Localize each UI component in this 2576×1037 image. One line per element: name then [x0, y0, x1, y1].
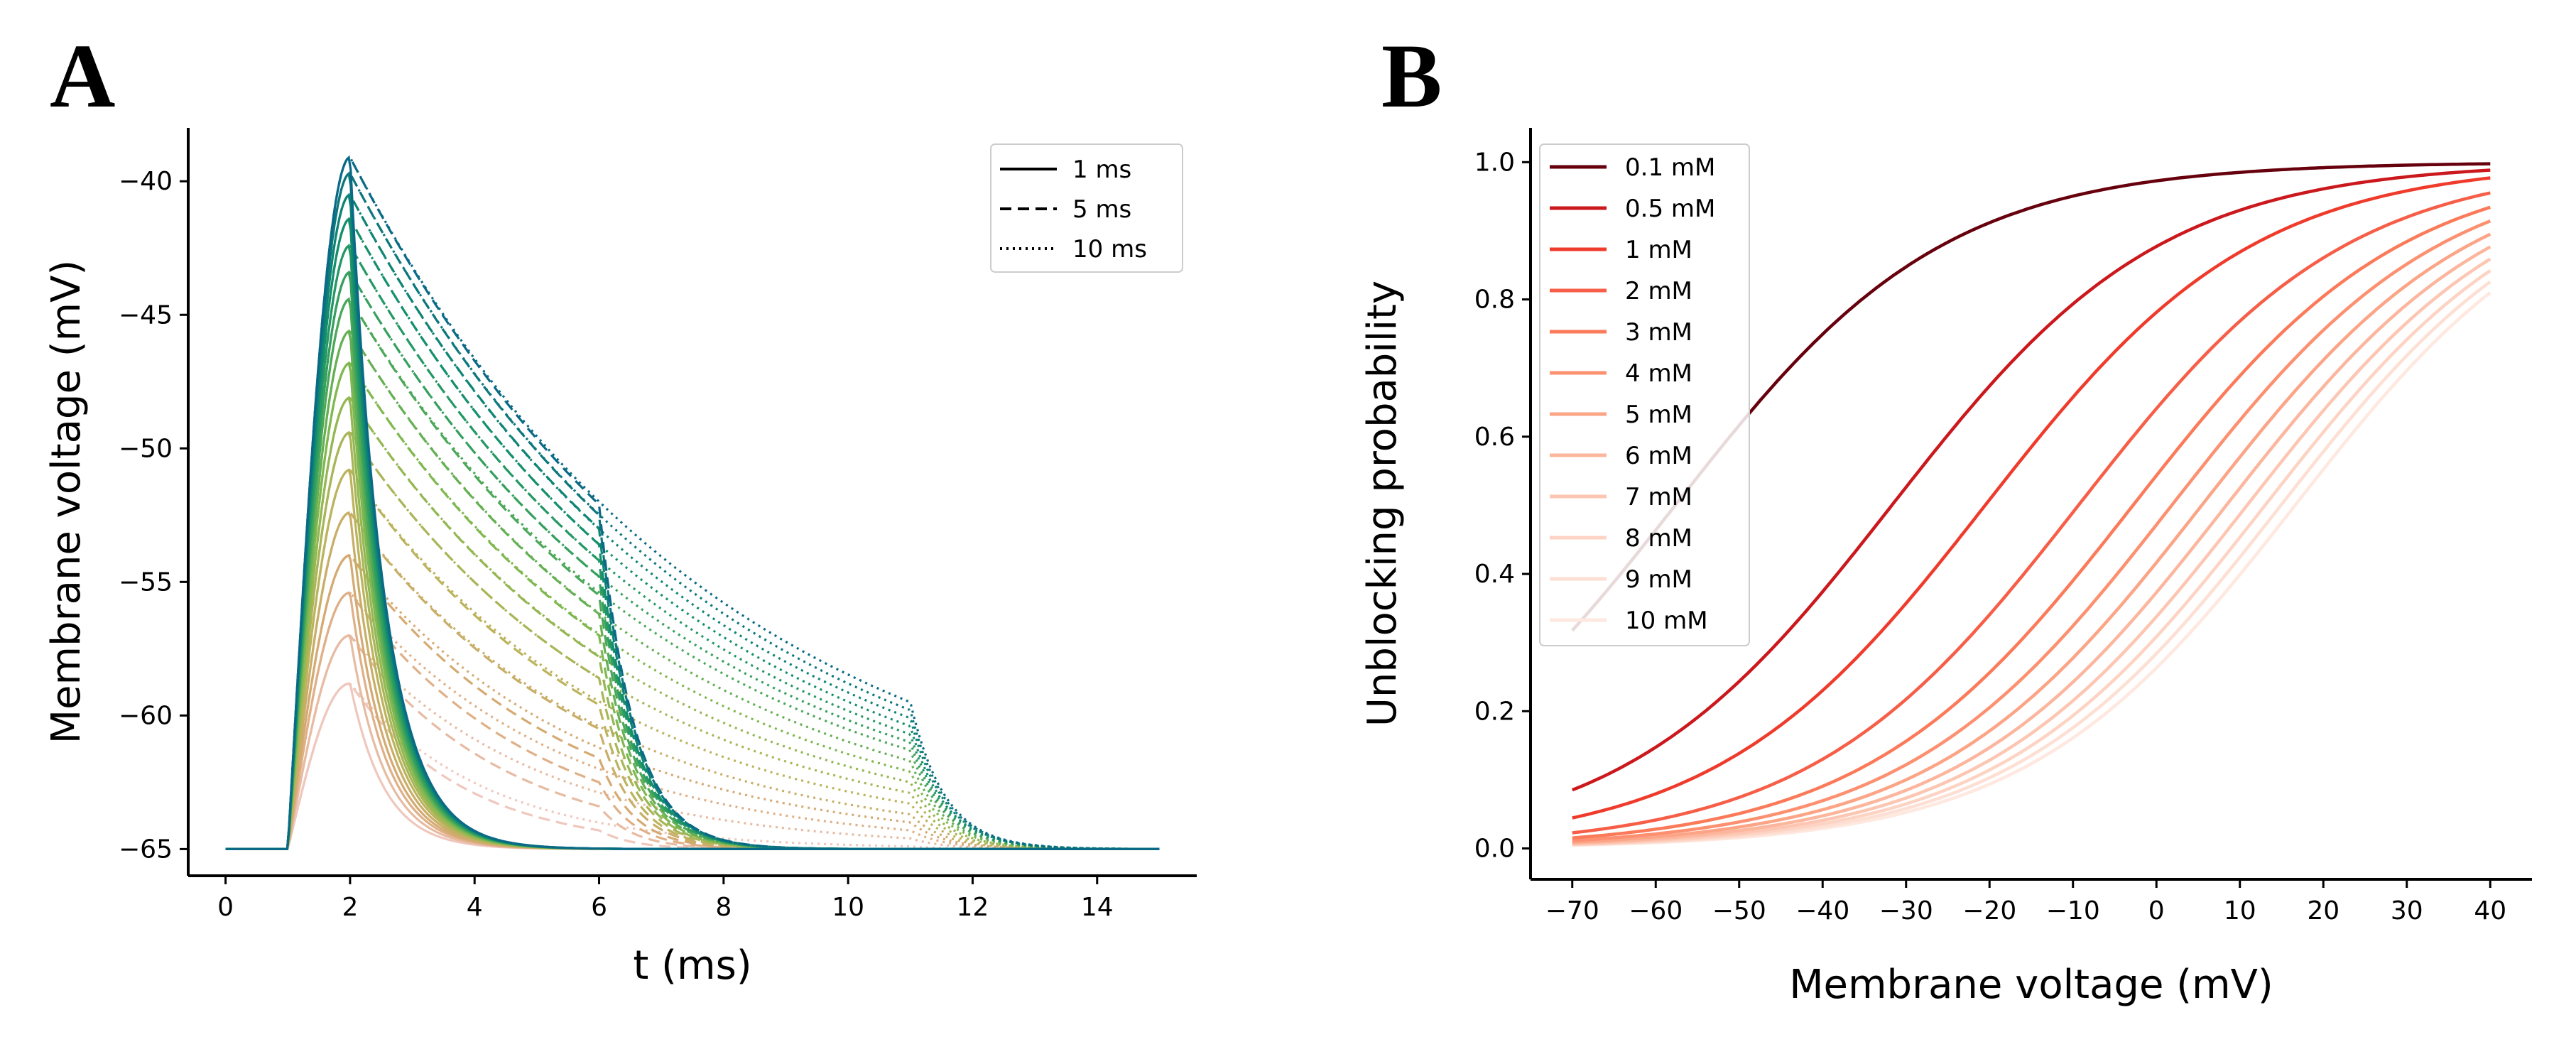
a-legend: 1 ms 5 ms 10 ms [990, 143, 1183, 273]
a-y-tick-label: −40 [119, 167, 173, 196]
a-legend-frame [990, 143, 1183, 273]
b-x-tick-label: −70 [1545, 896, 1599, 925]
a-series-5ms-1 [225, 682, 1160, 850]
b-y-tick-label: 0.6 [1474, 423, 1515, 452]
a-series-1ms-17 [225, 155, 1160, 850]
a-x-tick-label: 8 [715, 893, 732, 922]
a-series-5ms-7 [225, 431, 1160, 850]
b-y-tick-label: 0.8 [1474, 286, 1515, 315]
b-series-8-mM [1572, 269, 2491, 847]
b-x-tick-label: −20 [1962, 896, 2016, 925]
b-legend-label: 10 mM [1625, 607, 1708, 635]
b-x-tick-label: 20 [2307, 896, 2339, 925]
b-legend-label: 8 mM [1625, 524, 1692, 553]
a-x-tick-label: 14 [1081, 893, 1114, 922]
a-series-10ms-3 [225, 591, 1160, 850]
a-y-tick-label: −65 [119, 835, 173, 864]
b-legend-label: 9 mM [1625, 565, 1692, 594]
a-x-tick-label: 6 [591, 893, 607, 922]
b-legend-label: 4 mM [1625, 359, 1692, 388]
b-legend-label: 1 mM [1625, 236, 1692, 264]
panel-a-chart: 0 2 4 6 8 10 12 14 −65 −60 −55 −50 −45 −40 t (ms) Membr… [43, 128, 1197, 989]
panel-letter-b: B [1381, 26, 1442, 126]
b-legend-label: 5 mM [1625, 401, 1692, 429]
b-y-tick-label: 0.4 [1474, 560, 1515, 589]
a-series-5ms-10 [225, 330, 1160, 850]
a-y-tick-label: −50 [119, 434, 173, 463]
b-x-tick-label: −60 [1629, 896, 1683, 925]
b-legend-label: 6 mM [1625, 442, 1692, 470]
a-x-tick-label: 12 [957, 893, 989, 922]
b-legend-label: 3 mM [1625, 318, 1692, 347]
b-series-7-mM [1572, 257, 2491, 846]
b-y-axis-label: Unblocking probability [1359, 281, 1406, 727]
a-series-10ms-14 [225, 217, 1160, 850]
b-series-6-mM [1572, 245, 2491, 845]
b-series-5-mM [1572, 232, 2491, 844]
b-legend-frame [1539, 143, 1750, 646]
a-legend-label: 5 ms [1072, 195, 1131, 224]
b-series-2-mM [1572, 191, 2491, 835]
b-legend-label: 0.1 mM [1625, 153, 1715, 182]
b-series-3-mM [1572, 205, 2491, 840]
b-y-tick-label: 0.2 [1474, 697, 1515, 726]
b-y-tick-label: 0.0 [1474, 835, 1515, 864]
a-x-tick-label: 2 [342, 893, 358, 922]
b-legend-label: 7 mM [1625, 483, 1692, 511]
panel-b-chart: −70 −60 −50 −40 −30 −20 −10 0 10 20 30 40 0.0 0.2 0.4 0… [1359, 128, 2532, 1008]
panel-letter-a: A [50, 26, 115, 126]
a-x-axis-label: t (ms) [633, 943, 751, 989]
b-x-tick-label: 0 [2148, 896, 2165, 925]
a-series-10ms-1 [225, 682, 1160, 850]
a-series-1ms-1 [225, 682, 1160, 850]
a-legend-label: 1 ms [1072, 156, 1131, 184]
b-x-tick-label: −40 [1795, 896, 1849, 925]
b-legend-label: 0.5 mM [1625, 195, 1715, 223]
a-x-tick-label: 10 [832, 893, 864, 922]
b-x-tick-label: 10 [2224, 896, 2256, 925]
b-x-tick-label: 30 [2391, 896, 2423, 925]
b-legend-label: 2 mM [1625, 277, 1692, 305]
b-x-tick-label: −10 [2046, 896, 2100, 925]
a-y-axis-label: Membrane voltage (mV) [43, 260, 89, 744]
a-series-10ms-4 [225, 554, 1160, 850]
a-series-10ms-17 [225, 156, 1160, 850]
a-y-tick-label: −60 [119, 701, 173, 730]
b-x-tick-label: −30 [1879, 896, 1933, 925]
a-series-5ms-9 [225, 362, 1160, 850]
a-series-5ms-4 [225, 554, 1160, 850]
b-legend: 0.1 mM 0.5 mM 1 mM 2 mM 3 mM 4 mM 5 mM 6 mM 7 mM… [1539, 143, 1750, 646]
a-y-tick-label: −45 [119, 300, 173, 330]
a-x-tick-label: 4 [467, 893, 483, 922]
b-series-4-mM [1572, 219, 2491, 842]
a-legend-label: 10 ms [1072, 235, 1147, 264]
a-series-10ms-12 [225, 271, 1160, 850]
a-series-5ms-5 [225, 511, 1160, 850]
a-series-5ms-17 [225, 156, 1160, 850]
b-x-tick-label: 40 [2474, 896, 2506, 925]
a-series-10ms-6 [225, 468, 1160, 850]
b-x-tick-label: −50 [1712, 896, 1766, 925]
a-y-tick-label: −55 [119, 568, 173, 597]
a-x-tick-label: 0 [217, 893, 234, 922]
a-series-5ms-13 [225, 244, 1160, 850]
b-x-axis-label: Membrane voltage (mV) [1789, 962, 2273, 1008]
b-series-1-mM [1572, 176, 2491, 820]
b-series-0-5-mM [1571, 168, 2491, 792]
b-y-tick-label: 1.0 [1474, 148, 1515, 177]
a-series-1ms-4 [225, 553, 1160, 850]
